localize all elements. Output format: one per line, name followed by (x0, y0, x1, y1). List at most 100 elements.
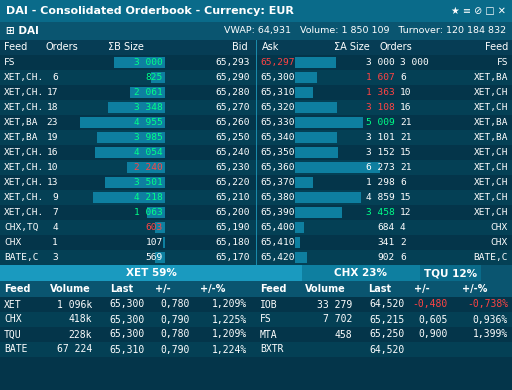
Text: 65,360: 65,360 (260, 163, 294, 172)
Bar (0, 85, 512, 100)
Text: 21: 21 (400, 133, 412, 142)
Text: XET,CH: XET,CH (474, 193, 508, 202)
Text: XET,CH.: XET,CH. (4, 88, 44, 97)
Text: 4: 4 (400, 223, 406, 232)
Text: +/-: +/- (414, 284, 430, 294)
Text: XET,BA: XET,BA (4, 133, 38, 142)
Text: 16: 16 (47, 148, 58, 157)
Text: Volume: Volume (50, 284, 91, 294)
Text: XET,CH: XET,CH (474, 208, 508, 217)
Text: XET,CH: XET,CH (474, 163, 508, 172)
Text: XET,BA: XET,BA (474, 73, 508, 82)
Text: 1 298: 1 298 (366, 178, 395, 187)
Bar (255, 250, 257, 265)
Bar (0, 70, 512, 85)
Text: 3 108: 3 108 (366, 103, 395, 112)
Bar (0, 145, 512, 160)
Text: 2 240: 2 240 (134, 163, 163, 172)
Text: XET,CH.: XET,CH. (4, 178, 44, 187)
Bar (0, 175, 512, 190)
Text: 1: 1 (52, 238, 58, 247)
Text: CHX,TQ: CHX,TQ (4, 223, 38, 232)
Text: 2: 2 (400, 238, 406, 247)
Text: 418k: 418k (69, 314, 92, 324)
Text: 2 061: 2 061 (134, 88, 163, 97)
Text: 1 063: 1 063 (134, 208, 163, 217)
Bar (255, 70, 257, 85)
Bar (255, 55, 257, 70)
Bar (420, 265, 481, 281)
Text: 65,210: 65,210 (216, 193, 250, 202)
Bar (0, 115, 512, 130)
Text: 65,380: 65,380 (260, 193, 294, 202)
Text: VWAP: 64,931   Volume: 1 850 109   Turnover: 120 184 832: VWAP: 64,931 Volume: 1 850 109 Turnover:… (224, 27, 506, 35)
Text: 65,310: 65,310 (260, 88, 294, 97)
Text: 3 501: 3 501 (134, 178, 163, 187)
Text: 65,420: 65,420 (260, 253, 294, 262)
Bar (295, 132, 337, 143)
Text: 65,410: 65,410 (260, 238, 294, 247)
Text: ΣB Size: ΣB Size (108, 43, 144, 53)
Text: 65,270: 65,270 (216, 103, 250, 112)
Text: 1,209%: 1,209% (212, 300, 247, 310)
Text: ⊞ DAI: ⊞ DAI (6, 26, 39, 36)
Bar (295, 87, 313, 98)
Text: 65,190: 65,190 (216, 223, 250, 232)
Bar (151, 72, 165, 83)
Text: XET,BA: XET,BA (4, 118, 38, 127)
Text: 65,170: 65,170 (216, 253, 250, 262)
Bar (0, 250, 512, 265)
Bar (114, 57, 165, 68)
Text: 23: 23 (47, 118, 58, 127)
Text: 16: 16 (400, 103, 412, 112)
Text: 65,390: 65,390 (260, 208, 294, 217)
Bar (295, 147, 338, 158)
Text: TQU: TQU (4, 330, 22, 340)
Text: 18: 18 (47, 103, 58, 112)
Text: XET,BA: XET,BA (474, 118, 508, 127)
Text: +/-: +/- (155, 284, 170, 294)
Text: Bid: Bid (232, 43, 248, 53)
Text: 341: 341 (378, 238, 395, 247)
Text: 107: 107 (146, 238, 163, 247)
Text: CHX: CHX (490, 223, 508, 232)
Text: 65,290: 65,290 (216, 73, 250, 82)
Text: ΣA Size: ΣA Size (334, 43, 370, 53)
Bar (0, 55, 512, 70)
Text: BXTR: BXTR (260, 344, 284, 355)
Bar (0, 235, 512, 250)
Bar (255, 115, 257, 130)
Text: 21: 21 (400, 163, 412, 172)
Text: -0,480: -0,480 (413, 300, 448, 310)
Text: 21: 21 (400, 118, 412, 127)
Text: 1,224%: 1,224% (212, 344, 247, 355)
Bar (255, 190, 257, 205)
Text: 12: 12 (400, 208, 412, 217)
Text: 684: 684 (378, 223, 395, 232)
Bar (295, 237, 300, 248)
Text: 825: 825 (146, 73, 163, 82)
Text: 65,220: 65,220 (216, 178, 250, 187)
Text: Ask: Ask (262, 43, 280, 53)
Text: 3 152: 3 152 (366, 148, 395, 157)
Text: XET,CH: XET,CH (474, 178, 508, 187)
Text: 17: 17 (47, 88, 58, 97)
Text: XET,CH: XET,CH (474, 148, 508, 157)
Text: XET,CH.: XET,CH. (4, 163, 44, 172)
Bar (295, 177, 313, 188)
Text: 19: 19 (47, 133, 58, 142)
Bar (0, 0, 512, 22)
Text: 1,225%: 1,225% (212, 314, 247, 324)
Text: 458: 458 (334, 330, 352, 340)
Bar (0, 342, 512, 357)
Text: 65,250: 65,250 (370, 330, 405, 340)
Bar (255, 145, 257, 160)
Bar (255, 85, 257, 100)
Text: Orders: Orders (380, 43, 413, 53)
Text: 5 009: 5 009 (366, 118, 395, 127)
Text: 65,310: 65,310 (110, 344, 145, 355)
Text: 3 000: 3 000 (400, 58, 429, 67)
Text: 4 955: 4 955 (134, 118, 163, 127)
Text: 3 348: 3 348 (134, 103, 163, 112)
Text: 65,400: 65,400 (260, 223, 294, 232)
